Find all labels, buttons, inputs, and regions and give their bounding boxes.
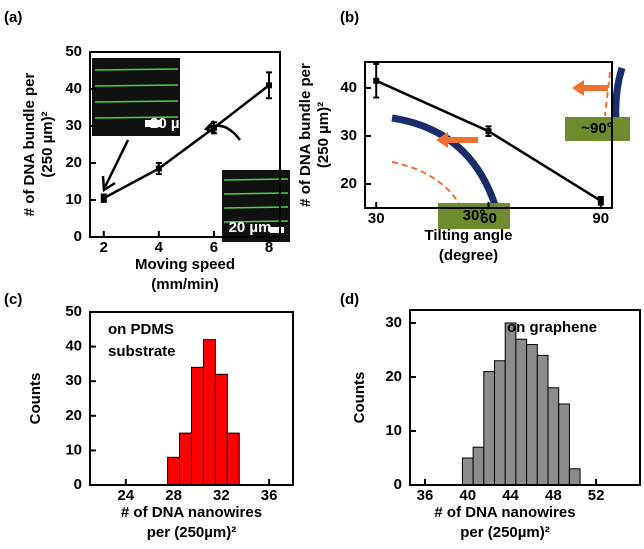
bar [526, 344, 538, 486]
panel-label: (b) [340, 9, 359, 26]
y-tick-label: 50 [65, 303, 82, 320]
bar [547, 387, 560, 486]
point [485, 128, 492, 135]
y-tick-label: 40 [65, 338, 82, 355]
x-tick-label: 60 [480, 210, 497, 227]
x-axis-label: per (250µm)² [460, 524, 550, 541]
y-tick-label: 10 [65, 191, 82, 208]
annotation: on graphene [507, 319, 597, 336]
y-tick-label: 0 [394, 476, 402, 493]
point [265, 82, 272, 89]
x-tick-label: 40 [459, 487, 476, 504]
y-tick-label: 50 [65, 43, 82, 60]
x-tick-label: 36 [261, 487, 278, 504]
y-tick-label: 30 [385, 314, 402, 331]
y-tick-label: 0 [74, 228, 82, 245]
x-tick-label: 4 [155, 239, 164, 256]
x-tick-label: 2 [100, 239, 108, 256]
y-tick-label: 30 [340, 127, 357, 144]
x-axis-label: Moving speed [135, 256, 235, 273]
plot-frame [89, 51, 281, 238]
y-tick-label: 0 [74, 476, 82, 493]
bar [504, 322, 517, 486]
bar [494, 360, 506, 486]
x-axis-label: # of DNA nanowires [121, 504, 262, 521]
y-axis-label: Counts [351, 372, 368, 424]
panel-label: (a) [4, 9, 22, 26]
y-tick-label: 20 [340, 175, 357, 192]
x-tick-label: 8 [265, 239, 273, 256]
y-tick-label: 40 [65, 80, 82, 97]
point [210, 124, 217, 131]
x-tick-label: 36 [417, 487, 434, 504]
illustration-b [391, 66, 630, 229]
x-tick-label: 44 [502, 487, 519, 504]
x-tick-label: 90 [592, 210, 609, 227]
x-tick-label: 48 [545, 487, 562, 504]
y-axis-label: # of DNA bundle per [21, 73, 38, 217]
y-tick-label: 30 [65, 372, 82, 389]
x-axis-label: # of DNA nanowires [434, 504, 575, 521]
x-tick-label: 52 [588, 487, 605, 504]
annotation: ~90° [581, 120, 612, 137]
plot-frame [89, 311, 294, 486]
plot-frame [364, 61, 613, 209]
point [597, 197, 604, 204]
y-tick-label: 10 [65, 441, 82, 458]
y-axis-label: # of DNA bundle per [297, 63, 314, 207]
inset-a1 [92, 58, 180, 136]
point [155, 165, 162, 172]
annotation: substrate [108, 343, 176, 360]
y-tick-label: 20 [385, 368, 402, 385]
bar [536, 354, 549, 486]
x-tick-label: 32 [213, 487, 230, 504]
point [100, 195, 107, 202]
bar [472, 446, 485, 486]
y-axis-label: Counts [27, 373, 44, 425]
line [103, 84, 270, 200]
y-tick-label: 20 [65, 407, 82, 424]
bar [191, 366, 204, 486]
y-tick-label: 20 [65, 154, 82, 171]
bar [558, 403, 570, 486]
annotation: 20 µm [229, 219, 272, 236]
y-tick-label: 30 [65, 117, 82, 134]
arrows [101, 120, 241, 193]
y-axis-label: (250 µm)² [315, 102, 332, 168]
annotation: 30° [463, 207, 486, 224]
x-axis-label: Tilting angle [424, 227, 512, 244]
x-tick-label: 24 [117, 487, 134, 504]
panel-label: (d) [340, 291, 359, 308]
point [373, 77, 380, 84]
bar [483, 371, 496, 486]
annotation: on PDMS [108, 321, 174, 338]
y-tick-label: 10 [385, 422, 402, 439]
bar [226, 432, 240, 486]
bar [167, 456, 181, 486]
annotation: 20 µm [150, 115, 193, 132]
y-axis-label: (250 µm)² [39, 111, 56, 177]
x-axis-label: (degree) [439, 247, 498, 264]
bar [515, 338, 528, 486]
bar [461, 457, 474, 486]
bar [179, 432, 192, 486]
inset-a2 [222, 170, 290, 242]
x-tick-label: 30 [368, 210, 385, 227]
x-axis-label: (mm/min) [151, 276, 219, 293]
bar [214, 373, 228, 486]
bar [202, 339, 216, 486]
y-tick-label: 40 [340, 79, 357, 96]
x-tick-label: 6 [210, 239, 218, 256]
x-tick-label: 28 [165, 487, 182, 504]
x-axis-label: per (250µm)² [147, 524, 237, 541]
panel-label: (c) [4, 291, 22, 308]
bar [568, 468, 581, 486]
plot-frame [409, 309, 641, 486]
